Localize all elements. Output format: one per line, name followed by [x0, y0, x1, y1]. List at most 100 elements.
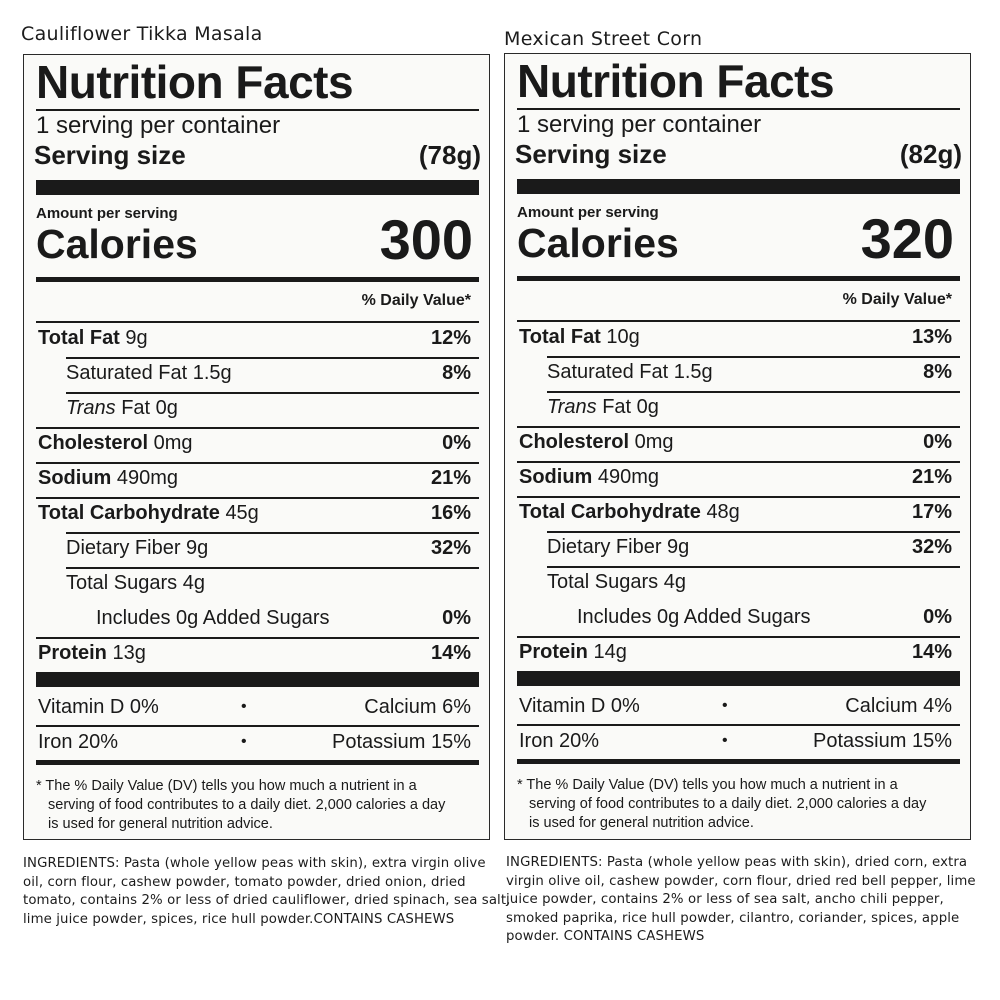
nutrient-row: Total Fat 9g 12%: [36, 323, 479, 357]
thick-divider: [36, 180, 479, 195]
nutrient-daily-value: 16%: [430, 502, 471, 524]
thick-divider: [517, 179, 960, 194]
footnote: * The % Daily Value (DV) tells you how m…: [517, 776, 965, 833]
nutrient-daily-value: 21%: [911, 466, 952, 488]
daily-value-header: % Daily Value*: [842, 291, 952, 308]
nutrient-name: Dietary Fiber 9g: [547, 536, 689, 559]
daily-value-header: % Daily Value*: [361, 292, 471, 309]
nutrient-name: Saturated Fat 1.5g: [66, 362, 232, 385]
nutrient-italic-label: Trans: [547, 396, 597, 418]
nutrient-name: Cholesterol 0mg: [519, 431, 674, 454]
nutrient-daily-value: 17%: [911, 501, 952, 523]
vitamin-row: Iron 20% • Potassium 15%: [36, 726, 479, 760]
ingredients-line: virgin olive oil, cashew powder, corn fl…: [506, 873, 976, 889]
divider: [66, 567, 479, 569]
bullet-separator: •: [241, 733, 247, 750]
nutrient-name: Total Carbohydrate 48g: [519, 501, 740, 524]
nutrient-amount: Saturated Fat 1.5g: [66, 362, 232, 384]
nutrient-daily-value: 8%: [442, 362, 471, 384]
nutrient-amount: Fat 0g: [602, 396, 659, 418]
divider: [517, 461, 960, 463]
nutrient-name: Protein 13g: [38, 642, 146, 665]
nutrient-name: Total Sugars 4g: [66, 572, 205, 595]
nutrient-amount: 9g: [125, 327, 148, 349]
divider: [36, 497, 479, 499]
bullet-separator: •: [722, 732, 728, 749]
amount-per-serving: Amount per serving: [517, 204, 659, 221]
nutrient-amount: Saturated Fat 1.5g: [547, 361, 713, 383]
nutrient-amount: Includes 0g Added Sugars: [96, 607, 330, 629]
divider: [517, 426, 960, 428]
divider: [66, 357, 479, 359]
nutrient-row: Dietary Fiber 9g 32%: [517, 532, 960, 566]
medium-divider: [36, 760, 479, 765]
ingredients-line: juice powder, contains 2% or less of sea…: [506, 892, 944, 907]
nutrient-daily-value: 32%: [430, 537, 471, 559]
nutrition-facts-label: Nutrition Facts 1 serving per container …: [23, 54, 490, 840]
nutrient-italic-label: Trans: [66, 397, 116, 419]
footnote: * The % Daily Value (DV) tells you how m…: [36, 777, 484, 834]
divider: [517, 320, 960, 322]
nutrient-amount: 0mg: [153, 432, 193, 454]
vitamin-mineral-value: Calcium 6%: [364, 696, 471, 718]
nutrient-name: Total Fat 10g: [519, 326, 640, 349]
nutrient-bold-label: Protein: [519, 641, 588, 663]
serving-size-value: (82g): [899, 139, 962, 169]
medium-divider: [517, 276, 960, 281]
nutrient-row: Sodium 490mg 21%: [517, 462, 960, 496]
nutrient-daily-value: 32%: [911, 536, 952, 558]
vitamin-mineral-value: Potassium 15%: [813, 730, 952, 752]
ingredients-line: INGREDIENTS: Pasta (whole yellow peas wi…: [23, 856, 486, 871]
ingredients-line: INGREDIENTS: Pasta (whole yellow peas wi…: [506, 855, 968, 870]
divider: [547, 531, 960, 533]
nutrient-amount: 45g: [225, 502, 259, 524]
nutrient-row: Includes 0g Added Sugars 0%: [36, 603, 479, 637]
vitamin-mineral-value: Potassium 15%: [332, 731, 471, 753]
divider: [547, 391, 960, 393]
nutrient-name: Trans Fat 0g: [66, 397, 178, 420]
nutrient-row: Includes 0g Added Sugars 0%: [517, 602, 960, 636]
nutrient-bold-label: Total Carbohydrate: [38, 502, 220, 524]
nutrient-row: Protein 14g 14%: [517, 637, 960, 671]
nutrient-row: Total Sugars 4g: [517, 567, 960, 601]
nutrient-amount: 14g: [593, 641, 627, 663]
nutrient-name: Includes 0g Added Sugars: [96, 607, 330, 630]
nutrient-amount: Total Sugars 4g: [547, 571, 686, 593]
medium-divider: [36, 277, 479, 282]
serving-size-value: (78g): [418, 140, 481, 170]
divider: [547, 356, 960, 358]
vitamin-mineral-value: Vitamin D 0%: [38, 696, 159, 718]
divider: [517, 636, 960, 638]
footnote-line: * The % Daily Value (DV) tells you how m…: [517, 777, 898, 793]
nutrient-bold-label: Sodium: [519, 466, 593, 488]
nutrient-row: Trans Fat 0g: [36, 393, 479, 427]
footnote-line: is used for general nutrition advice.: [529, 815, 754, 831]
nutrient-row: Trans Fat 0g: [517, 392, 960, 426]
nutrient-name: Total Carbohydrate 45g: [38, 502, 259, 525]
divider: [36, 109, 479, 111]
ingredients-text: INGREDIENTS: Pasta (whole yellow peas wi…: [506, 854, 986, 947]
nutrient-amount: Dietary Fiber 9g: [547, 536, 690, 558]
nutrient-bold-label: Total Carbohydrate: [519, 501, 701, 523]
nutrient-row: Total Carbohydrate 45g 16%: [36, 498, 479, 532]
nutrient-amount: Dietary Fiber 9g: [66, 537, 209, 559]
nutrient-row: Protein 13g 14%: [36, 638, 479, 672]
nutrient-name: Sodium 490mg: [519, 466, 659, 489]
nutrient-daily-value: 14%: [430, 642, 471, 664]
nutrient-daily-value: 21%: [430, 467, 471, 489]
divider: [66, 532, 479, 534]
serving-size-label: Serving size: [34, 140, 186, 170]
thick-divider: [517, 671, 960, 686]
vitamin-row: Vitamin D 0% • Calcium 4%: [517, 690, 960, 724]
nutrient-amount: 48g: [706, 501, 740, 523]
nutrient-name: Sodium 490mg: [38, 467, 178, 490]
nutrient-name: Saturated Fat 1.5g: [547, 361, 713, 384]
nutrient-name: Dietary Fiber 9g: [66, 537, 208, 560]
divider: [517, 724, 960, 726]
vitamin-mineral-value: Vitamin D 0%: [519, 695, 640, 717]
amount-per-serving: Amount per serving: [36, 205, 178, 222]
vitamin-mineral-value: Iron 20%: [519, 730, 600, 752]
nutrient-row: Saturated Fat 1.5g 8%: [36, 358, 479, 392]
calories-value: 300: [379, 208, 473, 271]
nutrient-daily-value: 14%: [911, 641, 952, 663]
